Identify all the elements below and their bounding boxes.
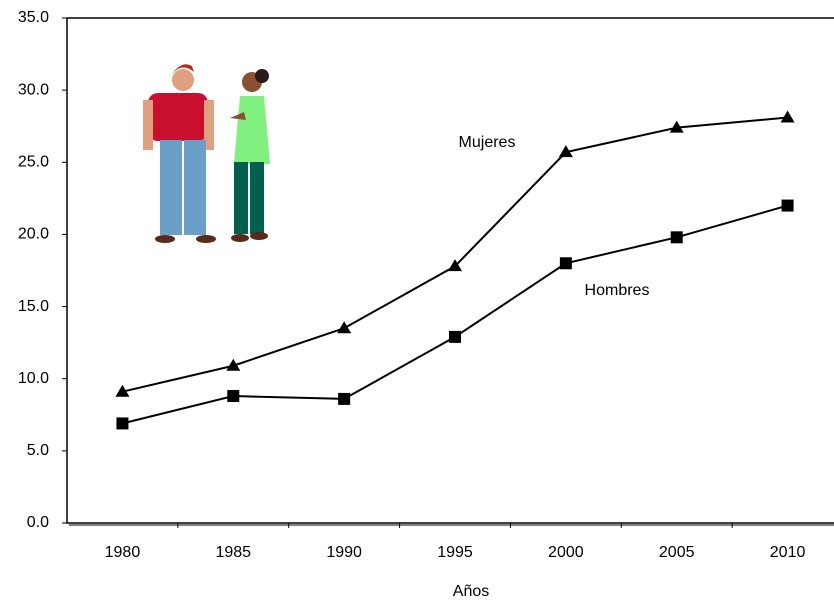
- marker: [669, 120, 684, 133]
- y-tick-label: 5.0: [27, 442, 49, 459]
- y-tick-label: 10.0: [18, 370, 49, 387]
- x-tick-label: 1990: [326, 544, 362, 561]
- marker: [449, 330, 461, 343]
- y-tick-label: 20.0: [18, 226, 49, 243]
- y-tick-label: 0.0: [27, 514, 49, 531]
- marker: [338, 392, 351, 405]
- x-axis-label: Años: [453, 583, 489, 600]
- marker: [116, 417, 129, 430]
- marker: [558, 145, 573, 158]
- series-line: [122, 204, 788, 425]
- x-tick-label: 2000: [548, 544, 584, 561]
- x-tick-label: 2010: [770, 544, 806, 561]
- x-tick-label: 1995: [437, 544, 473, 561]
- y-tick-label: 35.0: [18, 9, 49, 26]
- x-tick-label: 1985: [215, 544, 251, 561]
- marker: [780, 110, 795, 123]
- marker: [781, 199, 794, 212]
- marker: [227, 390, 240, 403]
- series-label: Mujeres: [459, 134, 516, 151]
- clip-art: [143, 64, 270, 243]
- y-tick-label: 15.0: [18, 298, 49, 315]
- x-tick-label: 2005: [659, 544, 695, 561]
- series-line: [122, 116, 788, 393]
- marker: [559, 257, 572, 270]
- marker: [670, 231, 683, 244]
- x-tick-label: 1980: [105, 544, 141, 561]
- marker: [115, 384, 130, 397]
- y-tick-label: 30.0: [18, 81, 49, 98]
- marker: [448, 259, 462, 272]
- marker: [337, 321, 352, 334]
- y-tick-label: 25.0: [18, 154, 49, 171]
- marker: [226, 358, 241, 371]
- series-label: Hombres: [585, 282, 650, 299]
